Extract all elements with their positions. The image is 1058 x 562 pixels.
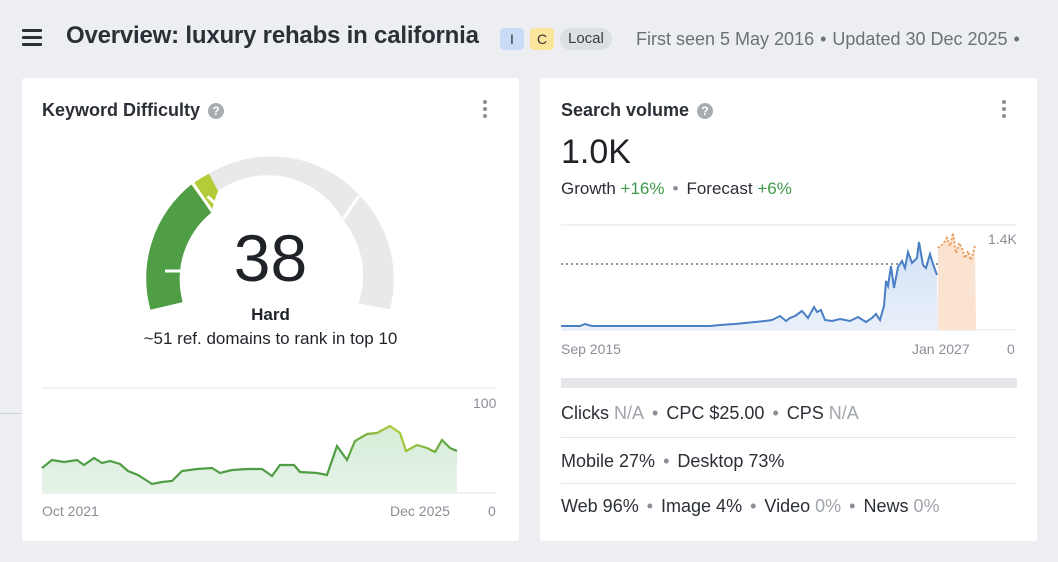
news-label: News [863,496,909,516]
clicks-label: Clicks [561,403,609,423]
forecast-label: Forecast [686,179,753,198]
search-volume-value: 1.0K [561,133,631,171]
sv-history-area [561,242,938,330]
sv-x-end-label: Jan 2027 [912,341,970,357]
kd-line [41,424,458,486]
card-title: Keyword Difficulty? [42,100,225,121]
help-icon[interactable]: ? [697,103,714,119]
growth-label: Growth [561,179,616,198]
intent-badge-commercial: C [530,28,554,50]
divider [0,413,22,414]
separator-dot: • [750,496,757,516]
separator-dot: • [1013,29,1020,49]
clicks-value: N/A [614,403,645,423]
page-title: Overview: luxury rehabs in california [66,22,479,49]
hamburger-menu-icon[interactable] [22,29,42,47]
separator-dot: • [663,451,670,471]
more-options-icon[interactable] [480,100,490,122]
more-options-icon[interactable] [999,100,1009,122]
kd-title: Keyword Difficulty [42,100,201,120]
kd-x-start-label: Oct 2021 [42,503,99,519]
image-share: Image 4% [661,496,743,516]
local-badge: Local [560,28,612,50]
sv-x-start-label: Sep 2015 [561,341,621,357]
separator-dot: • [849,496,856,516]
keyword-meta: First seen 5 May 2016 • Updated 30 Dec 202… [636,29,1026,50]
sv-y-max-label: 1.4K [988,231,1017,247]
web-share: Web 96% [561,496,639,516]
kd-x-end-label: Dec 2025 [390,503,450,519]
growth-forecast: Growth +16% • Forecast +6% [561,179,792,199]
divider [561,483,1017,484]
kd-score: 38 [233,221,308,295]
kd-gauge [146,156,394,310]
growth-value: +16% [620,179,665,198]
device-row: Mobile 27% • Desktop 73% [561,451,1017,472]
separator-dot: • [672,179,679,198]
sv-title: Search volume [561,100,690,120]
gauge-segment-3 [209,156,360,221]
clicks-cpc-row: Clicks N/A • CPC $25.00 • CPS N/A [561,403,1017,424]
kd-history-chart [41,387,497,494]
first-seen-text: First seen 5 May 2016 [636,29,815,49]
separator-dot: • [652,403,659,423]
mobile-share: Mobile 27% [561,451,656,471]
intent-badge-informational: I [500,28,524,50]
cpc-value: $25.00 [709,403,765,423]
search-volume-chart [561,224,1017,331]
kd-description: ~51 ref. domains to rank in top 10 [143,329,398,348]
sv-history-line [561,241,938,327]
updated-text: Updated 30 Dec 2025 [832,29,1008,49]
forecast-value: +6% [757,179,792,198]
separator-dot: • [646,496,654,516]
gauge-segment-4 [343,195,394,310]
kd-y-max-label: 100 [473,395,497,411]
breakdown-bar [561,378,1017,388]
help-icon[interactable]: ? [208,103,225,119]
kd-level: Hard [251,305,290,324]
gauge-segment-2 [191,173,219,213]
sv-forecast-line [937,232,976,264]
video-value: 0% [815,496,842,516]
divider [561,437,1017,438]
kd-area [42,426,457,493]
card-title: Search volume? [561,100,714,121]
keyword-difficulty-card: Keyword Difficulty? 38 Hard ~51 ref. dom… [22,78,519,541]
search-volume-card: Search volume? 1.0K Growth +16% • Forecast… [540,78,1037,541]
sv-y-min-label: 0 [1007,341,1015,357]
page-header: Overview: luxury rehabs in california I … [0,0,1058,78]
separator-dot: • [820,29,827,49]
video-label: Video [764,496,811,516]
news-value: 0% [913,496,940,516]
gauge-segment-1 [146,184,212,310]
kd-y-min-label: 0 [488,503,496,519]
desktop-share: Desktop 73% [677,451,785,471]
cps-label: CPS [786,403,824,423]
sv-forecast-area [938,233,976,330]
cps-value: N/A [828,403,859,423]
cpc-label: CPC [666,403,705,423]
separator-dot: • [772,403,779,423]
search-type-row: Web 96% • Image 4% • Video 0% • News 0% [561,496,1017,517]
